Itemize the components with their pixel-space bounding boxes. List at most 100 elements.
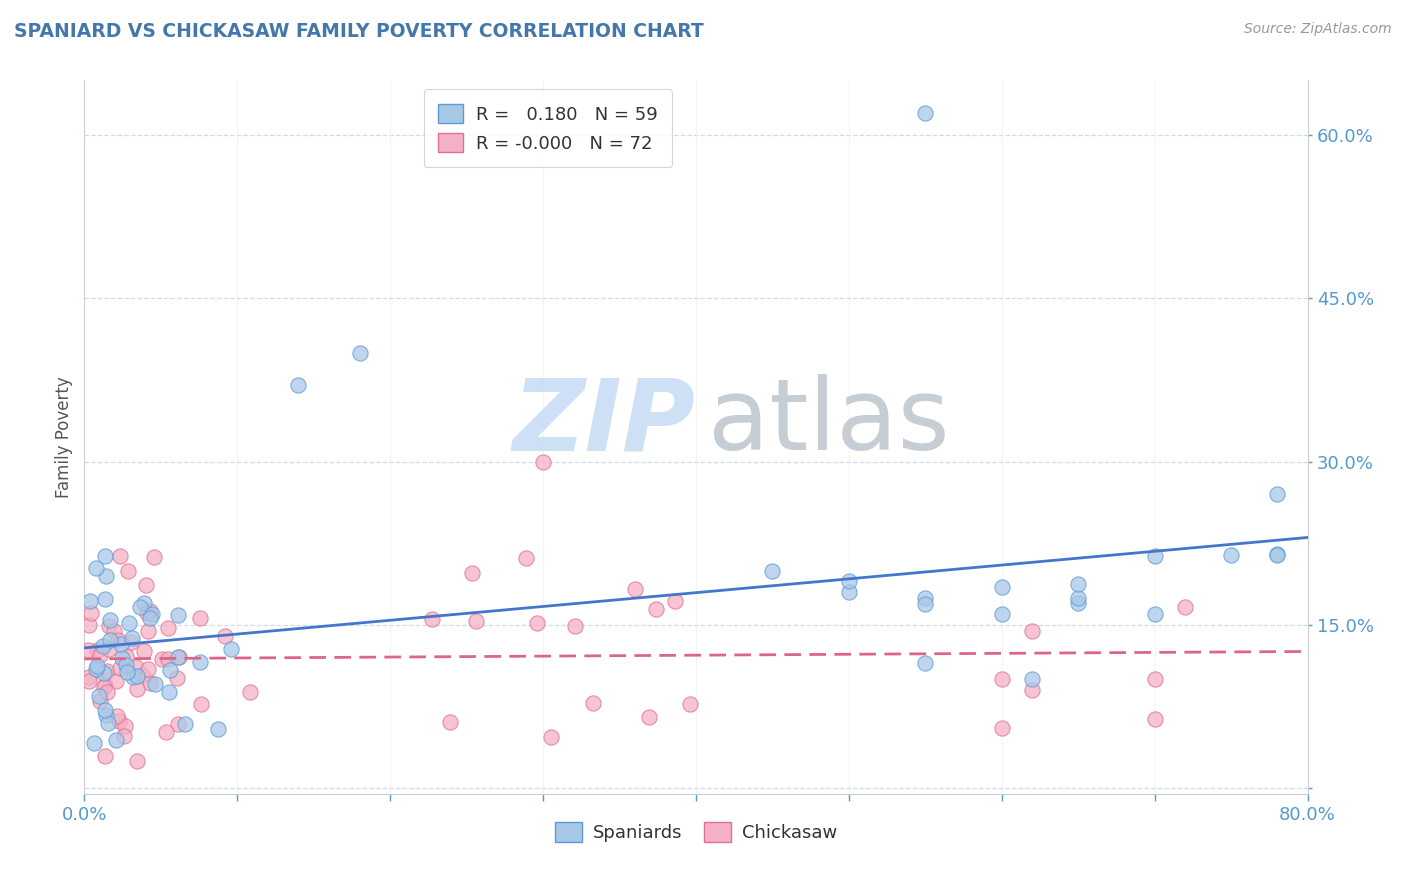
Point (914, 106, 936, 120)
Point (1021, 673, 1043, 687)
Point (86, 659, 108, 673)
Point (420, 612, 443, 626)
Point (138, 624, 160, 638)
Point (117, 564, 139, 578)
Point (110, 637, 132, 651)
Point (531, 454, 554, 468)
Point (89, 690, 111, 704)
Point (121, 631, 143, 645)
Point (1067, 591, 1090, 605)
Point (515, 550, 537, 565)
Point (135, 577, 157, 591)
Point (1143, 607, 1166, 621)
Point (77, 673, 100, 688)
Point (80, 607, 103, 621)
Point (141, 607, 163, 621)
Point (77, 618, 100, 632)
Point (76, 643, 98, 657)
Text: atlas: atlas (709, 375, 950, 471)
Point (914, 598, 936, 612)
Point (84, 662, 107, 676)
Point (1265, 547, 1288, 561)
Point (623, 582, 645, 596)
Point (108, 714, 131, 728)
Point (108, 661, 131, 675)
Point (439, 715, 461, 730)
Point (132, 596, 155, 610)
Point (1143, 549, 1166, 563)
Point (157, 685, 180, 699)
Point (94, 703, 117, 717)
Point (664, 594, 686, 608)
Point (540, 730, 562, 744)
Point (98, 613, 121, 627)
Point (127, 682, 149, 697)
Point (1174, 600, 1197, 615)
Point (115, 649, 138, 664)
Point (89, 694, 111, 708)
Point (526, 615, 548, 630)
Point (150, 652, 173, 666)
Point (139, 611, 162, 625)
Point (120, 635, 142, 649)
Point (188, 611, 211, 625)
Text: ZIP: ZIP (513, 375, 696, 471)
Point (136, 662, 159, 676)
Point (142, 549, 165, 564)
Point (131, 668, 153, 682)
Point (93, 680, 115, 694)
Point (564, 618, 586, 632)
Point (115, 657, 138, 672)
Point (166, 671, 188, 685)
Point (991, 580, 1014, 594)
Point (79, 594, 101, 608)
Point (838, 574, 860, 589)
Point (190, 697, 212, 711)
Point (991, 673, 1014, 687)
Point (98, 632, 121, 647)
Point (115, 665, 138, 680)
Point (86, 643, 108, 657)
Point (94, 591, 117, 606)
Point (914, 656, 936, 670)
Point (166, 607, 188, 622)
Point (1265, 487, 1288, 501)
Point (111, 651, 134, 665)
Point (188, 655, 211, 669)
Point (107, 633, 129, 648)
Legend: Spaniards, Chickasaw: Spaniards, Chickasaw (547, 814, 845, 849)
Point (159, 663, 181, 677)
Point (991, 607, 1014, 621)
Y-axis label: Family Poverty: Family Poverty (55, 376, 73, 498)
Point (679, 698, 702, 712)
Point (1220, 548, 1243, 562)
Point (93, 549, 115, 563)
Point (134, 644, 156, 658)
Point (169, 650, 191, 665)
Point (108, 549, 131, 564)
Point (239, 685, 262, 699)
Point (129, 599, 152, 614)
Point (94, 568, 117, 582)
Point (94, 678, 117, 692)
Point (219, 642, 242, 657)
Point (645, 602, 668, 616)
Point (97, 715, 120, 730)
Point (139, 675, 162, 690)
Point (93, 666, 115, 681)
Point (581, 696, 603, 710)
Point (127, 754, 149, 768)
Point (107, 708, 129, 723)
Point (167, 650, 190, 665)
Point (207, 722, 229, 736)
Point (173, 717, 195, 731)
Point (127, 668, 149, 682)
Point (349, 345, 371, 359)
Point (1265, 548, 1288, 562)
Point (94, 708, 117, 723)
Point (838, 585, 860, 599)
Point (139, 604, 162, 618)
Point (96, 664, 118, 678)
Point (287, 378, 309, 392)
Point (105, 673, 128, 688)
